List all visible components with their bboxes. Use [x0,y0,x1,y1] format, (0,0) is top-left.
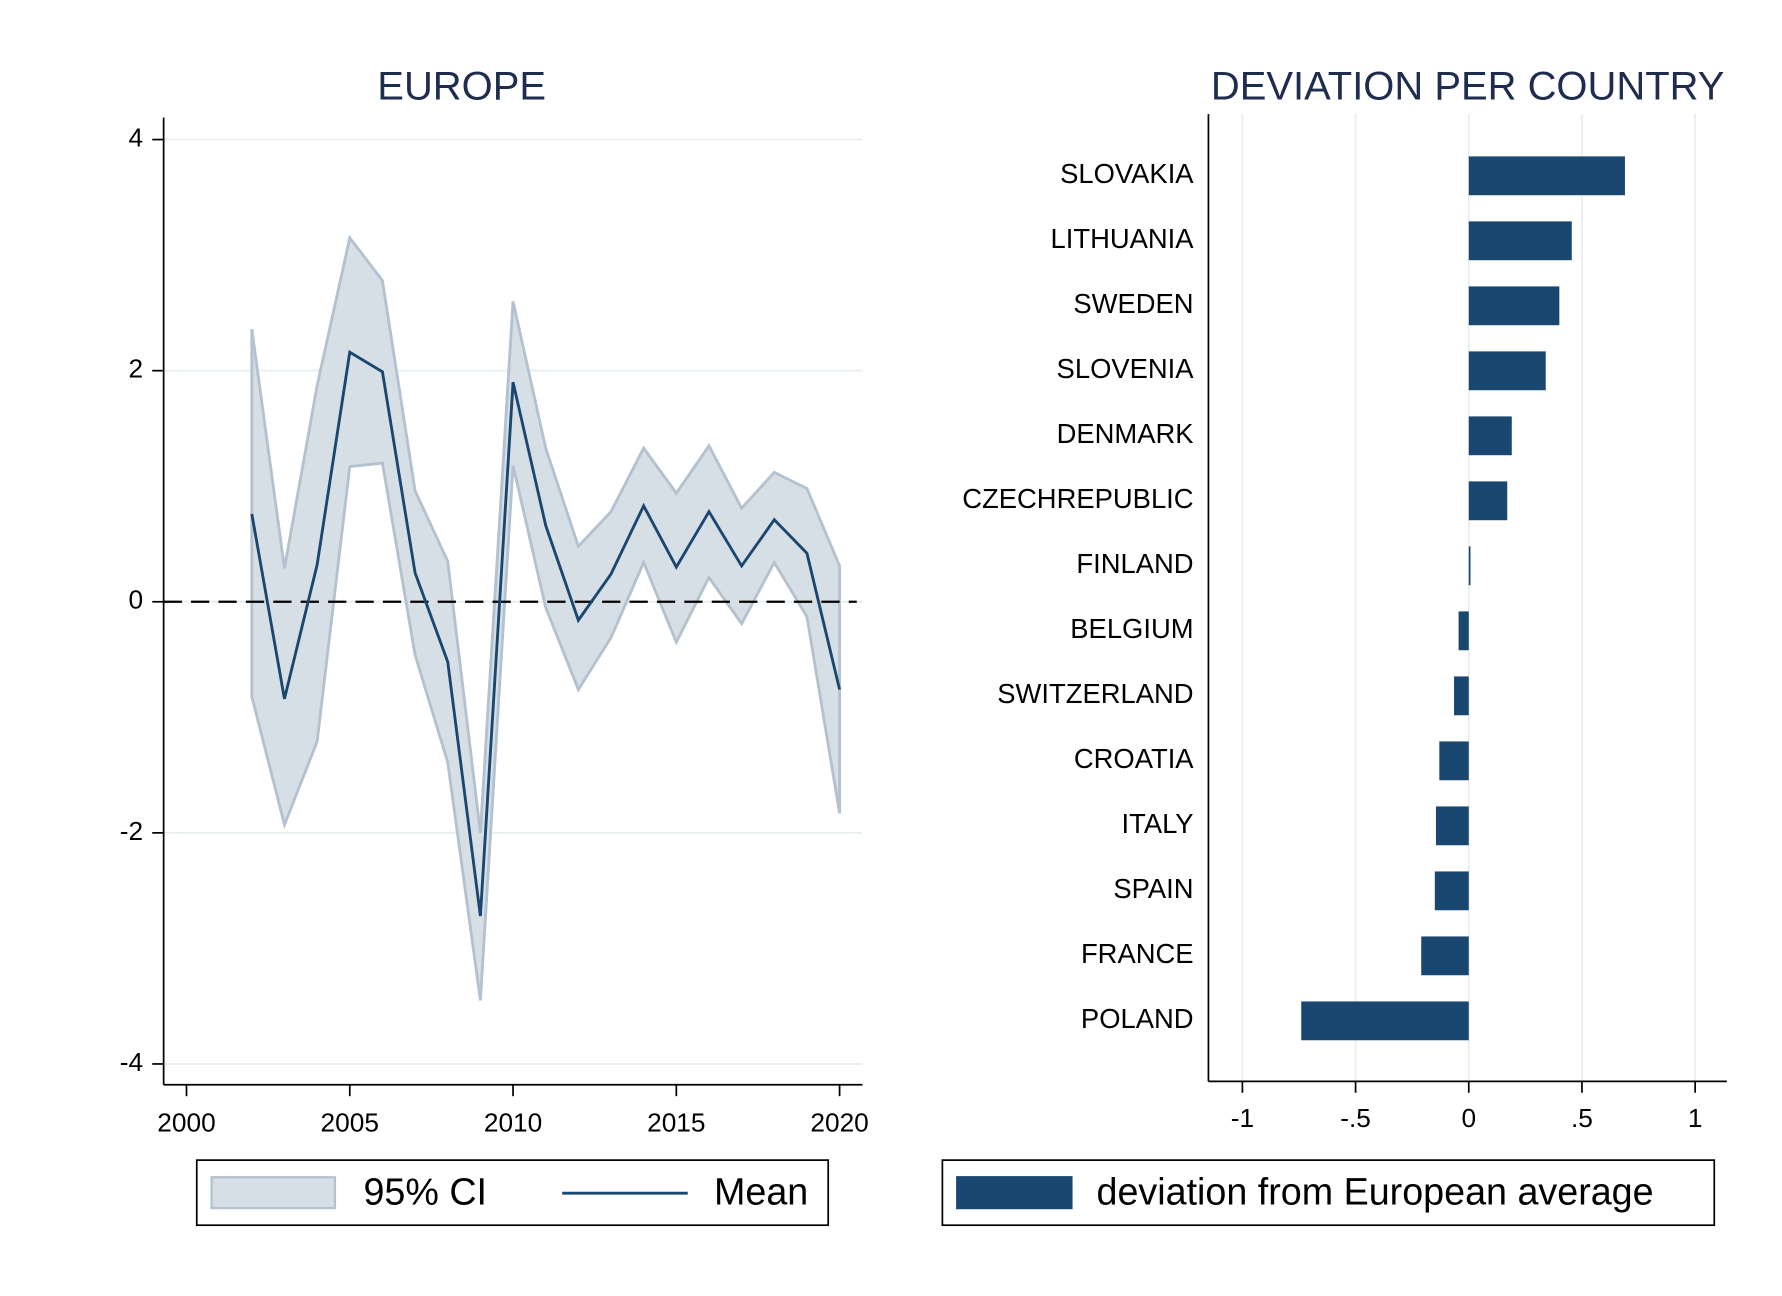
x-tick-label: -.5 [1340,1103,1371,1133]
x-tick-label: 0 [1461,1103,1476,1133]
legend-swatch [956,1176,1073,1210]
legend-label: 95% CI [363,1170,487,1212]
bar [1439,741,1469,781]
legend-swatch [210,1176,337,1210]
y-tick-label: 0 [128,585,143,615]
x-tick-label: 1 [1688,1103,1703,1133]
category-label: SPAIN [1113,873,1193,904]
chart-title: DEVIATION PER COUNTRY [1211,65,1725,109]
legend-label: Mean [714,1170,808,1212]
category-label: SLOVENIA [1057,353,1195,384]
category-label: CROATIA [1074,743,1194,774]
bar [1421,936,1469,976]
x-tick-label: -1 [1231,1103,1254,1133]
bar [1458,611,1469,651]
category-label: SLOVAKIA [1060,158,1194,189]
category-label: CZECHREPUBLIC [962,483,1193,514]
category-label: POLAND [1081,1003,1194,1034]
x-tick-label: .5 [1571,1103,1593,1133]
bar [1435,806,1469,846]
x-tick-label: 2020 [810,1108,868,1138]
bar [1468,156,1625,196]
bar [1468,221,1572,261]
y-tick-label: 4 [128,123,143,153]
bar [1454,676,1469,716]
y-tick-label: -4 [120,1047,143,1077]
x-tick-label: 2010 [484,1108,542,1138]
category-label: SWEDEN [1073,288,1193,319]
bar [1434,871,1469,911]
category-label: SWITZERLAND [997,678,1193,709]
category-label: FINLAND [1076,548,1193,579]
y-tick-label: 2 [128,354,143,384]
bar [1468,416,1512,456]
x-tick-label: 2000 [157,1108,215,1138]
bar [1301,1001,1469,1041]
bar [1468,546,1471,586]
bar [1468,351,1546,391]
category-label: FRANCE [1081,938,1194,969]
legend-label: deviation from European average [1097,1170,1654,1212]
y-tick-label: -2 [120,816,143,846]
category-label: DENMARK [1057,418,1194,449]
category-label: BELGIUM [1070,613,1193,644]
ci-band [250,234,842,1001]
chart-title: EUROPE [377,65,546,109]
x-tick-label: 2015 [647,1108,705,1138]
bar [1468,286,1560,326]
mean-line [250,349,841,917]
x-tick-label: 2005 [321,1108,379,1138]
bar [1468,481,1508,521]
category-label: ITALY [1122,808,1194,839]
category-label: LITHUANIA [1051,223,1195,254]
